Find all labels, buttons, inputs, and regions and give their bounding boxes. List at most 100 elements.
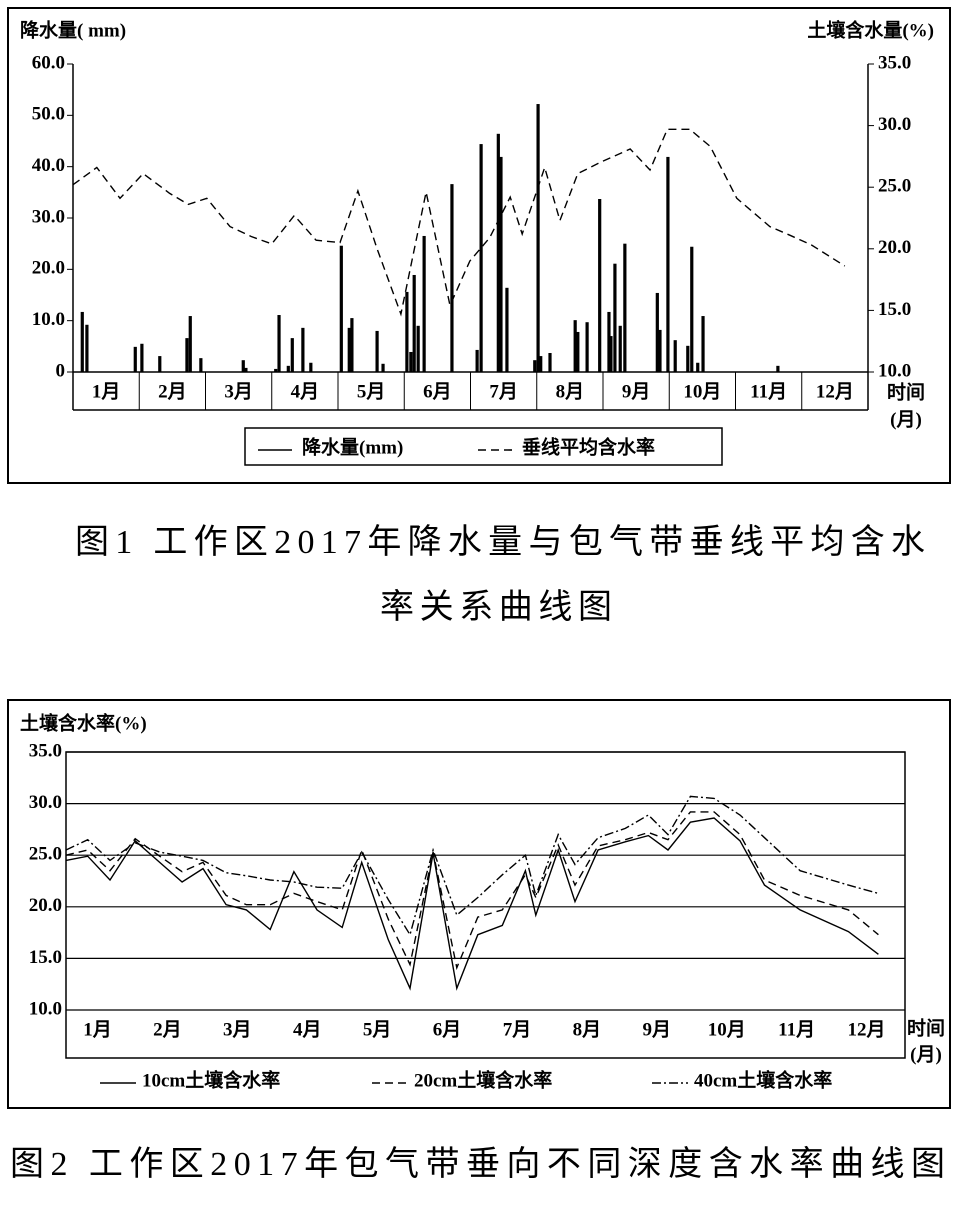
bar (479, 144, 483, 372)
bar (85, 324, 89, 372)
bar (548, 353, 552, 372)
bar (185, 338, 189, 372)
x-tick-label: 11月 (778, 1019, 815, 1040)
x-tick-label: 12月 (816, 381, 854, 402)
y-tick-label: 25.0 (29, 844, 62, 865)
y-tick-label: 0 (56, 360, 66, 381)
bar (496, 133, 500, 372)
y2-tick-label: 20.0 (878, 237, 911, 258)
x-tick-label: 8月 (573, 1019, 602, 1040)
bar (422, 235, 426, 372)
bar (80, 311, 84, 372)
x-tick-label: 3月 (224, 381, 253, 402)
bar (585, 322, 589, 372)
y2-tick-label: 35.0 (878, 52, 911, 73)
y-tick-label: 35.0 (29, 740, 62, 761)
bar (339, 245, 343, 372)
bar (686, 345, 690, 372)
data-line (65, 811, 879, 971)
y-axis-label: 土壤含水率(%) (20, 711, 147, 734)
x-axis-label: 时间 (887, 381, 925, 403)
bar (301, 327, 305, 372)
y2-axis-label: 土壤含水量(%) (807, 18, 934, 41)
bar (241, 360, 245, 372)
x-tick-label: 10月 (708, 1019, 746, 1040)
y-axis-label: 降水量( mm) (20, 18, 126, 41)
legend-label: 40cm土壤含水率 (694, 1068, 832, 1091)
x-tick-label: 12月 (848, 1019, 886, 1040)
bar (350, 318, 354, 372)
x-tick-label: 7月 (503, 1019, 532, 1040)
bar (533, 360, 537, 372)
data-line (72, 128, 846, 317)
bar (274, 368, 278, 372)
y-tick-label: 20.0 (29, 895, 62, 916)
bar (381, 363, 385, 372)
bar (536, 104, 540, 372)
x-tick-label: 1月 (83, 1019, 112, 1040)
x-tick-label: 4月 (293, 1019, 322, 1040)
bar (475, 349, 479, 372)
bar (409, 351, 413, 372)
y-tick-label: 20.0 (32, 258, 65, 279)
x-tick-label: 11月 (750, 381, 787, 402)
y2-tick-label: 25.0 (878, 176, 911, 197)
y-tick-label: 30.0 (32, 206, 65, 227)
bar (573, 320, 577, 372)
plot-area (65, 751, 906, 1059)
y2-tick-label: 30.0 (878, 114, 911, 135)
x-axis-label: (月) (910, 1044, 942, 1065)
bar (598, 199, 602, 372)
bar (405, 291, 409, 372)
bar (666, 156, 670, 372)
bar (158, 356, 162, 372)
x-tick-label: 9月 (643, 1019, 672, 1040)
bar (701, 316, 705, 372)
bar (690, 246, 694, 372)
x-tick-label: 9月 (622, 381, 651, 402)
legend-label: 垂线平均含水率 (522, 435, 655, 458)
caption: 图2 工作区2017年包气带垂向不同深度含水率曲线图 (10, 1145, 945, 1183)
y-tick-label: 50.0 (32, 104, 65, 125)
bar (609, 336, 613, 372)
y-tick-label: 15.0 (29, 947, 62, 968)
bar (618, 325, 622, 372)
bar (188, 316, 192, 372)
y-tick-label: 10.0 (32, 309, 65, 330)
legend-box (244, 427, 723, 466)
bar (347, 327, 351, 372)
legend-label: 10cm土壤含水率 (142, 1068, 280, 1091)
bar (776, 365, 780, 372)
x-tick-label: 1月 (92, 381, 121, 402)
x-tick-label: 5月 (357, 381, 386, 402)
legend-label: 20cm土壤含水率 (414, 1068, 552, 1091)
bar (673, 340, 677, 372)
bar (199, 358, 203, 372)
bar (576, 331, 580, 372)
x-tick-label: 4月 (291, 381, 320, 402)
bar (539, 356, 543, 372)
bar (375, 330, 379, 372)
y-tick-label: 30.0 (29, 792, 62, 813)
bar (309, 362, 313, 372)
x-tick-label: 6月 (423, 381, 452, 402)
y2-tick-label: 15.0 (878, 299, 911, 320)
y-tick-label: 60.0 (32, 52, 65, 73)
bar (499, 156, 503, 372)
x-tick-label: 3月 (223, 1019, 252, 1040)
chart-frame (7, 7, 951, 484)
bar (290, 338, 294, 372)
bar (505, 287, 509, 372)
x-tick-label: 8月 (556, 381, 585, 402)
bar (623, 243, 627, 372)
bar (655, 292, 659, 372)
y-tick-label: 10.0 (29, 998, 62, 1019)
bar (416, 325, 420, 372)
bar (658, 329, 662, 372)
bar (244, 367, 248, 372)
bar (450, 184, 454, 372)
legend-label: 降水量(mm) (302, 435, 403, 458)
x-axis-label: 时间 (907, 1017, 945, 1039)
bar (607, 311, 611, 372)
